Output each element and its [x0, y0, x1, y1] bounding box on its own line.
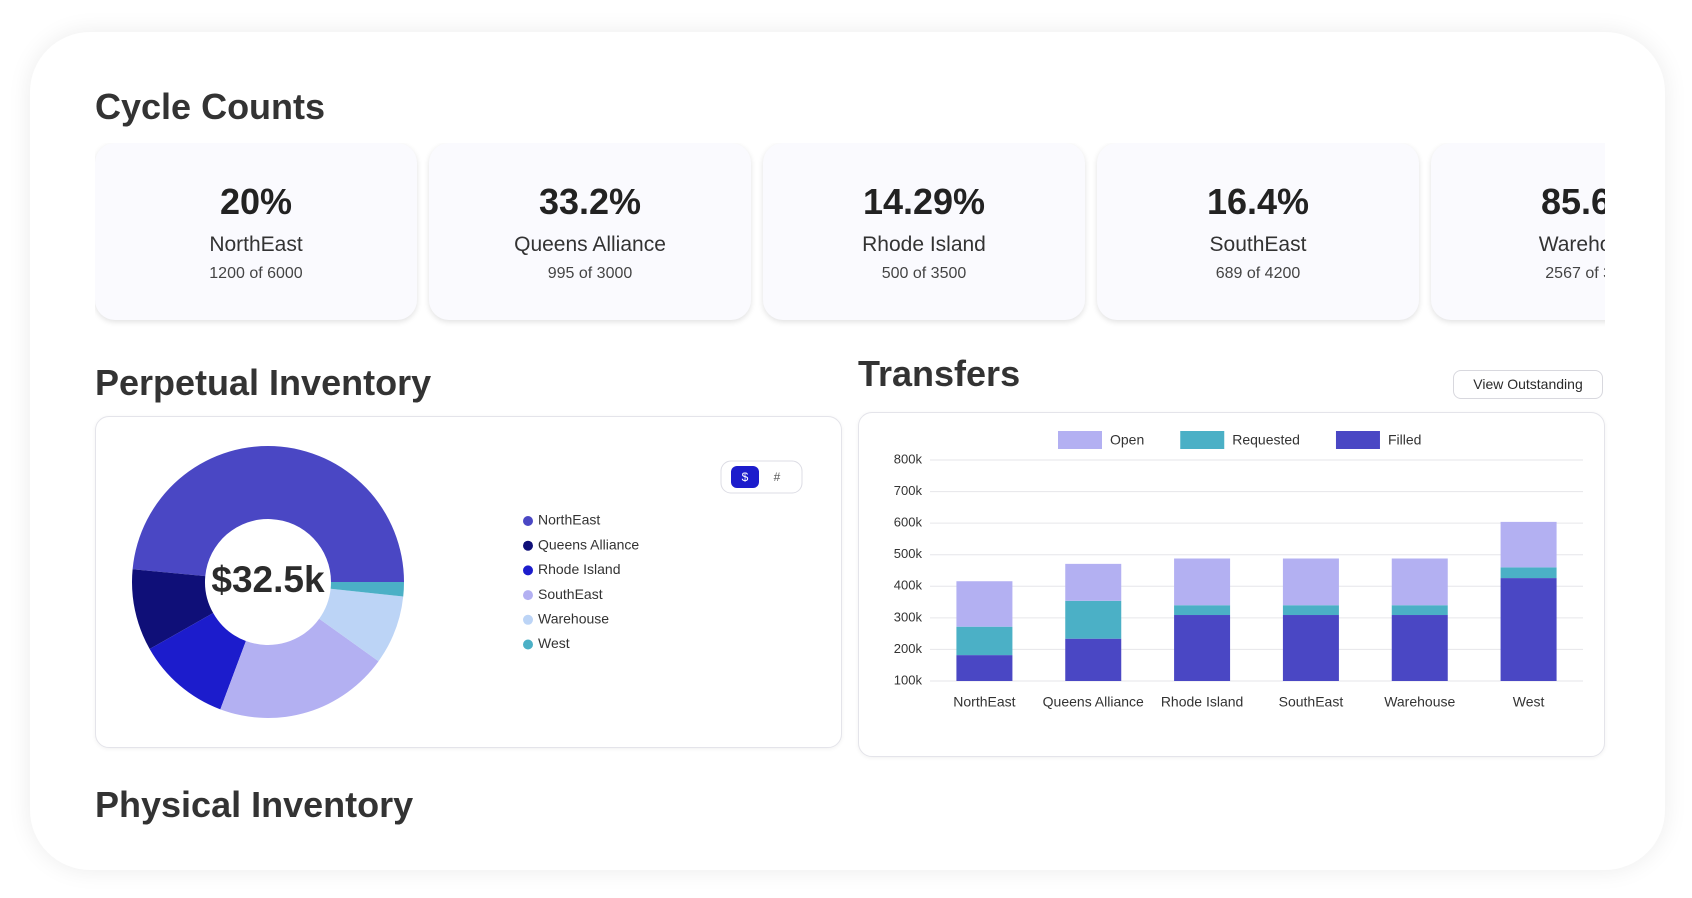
bar-segment	[1391, 605, 1448, 616]
card-value: 14.29%	[862, 181, 986, 222]
card-name: Rhode Island	[862, 233, 986, 256]
bar-segment	[1174, 605, 1231, 616]
count-card: 85.6% Warehouse 2567 of 3000	[1431, 143, 1605, 320]
bar-segment	[1174, 615, 1231, 681]
bar-segment	[1500, 567, 1557, 579]
card-value: 33.2%	[538, 181, 642, 222]
card-value: 20%	[219, 181, 293, 222]
card-name: NorthEast	[209, 233, 303, 256]
pie-slice	[132, 569, 214, 650]
toggle-option: $	[742, 470, 749, 484]
card-detail: 995 of 3000	[547, 265, 633, 282]
legend-swatch	[1180, 431, 1225, 449]
count-card: 20% NorthEast 1200 of 6000	[95, 143, 417, 320]
legend-swatch	[523, 516, 533, 526]
card-detail: 500 of 3500	[881, 265, 967, 282]
legend-label: Queens Alliance	[538, 536, 639, 552]
section-title: Transfers	[858, 353, 1021, 394]
bar-segment	[1500, 578, 1557, 681]
bar-segment	[1391, 615, 1448, 681]
legend-swatch	[523, 614, 533, 625]
card-value: 85.6%	[1540, 181, 1605, 222]
y-tick-label: 300k	[894, 609, 923, 624]
count-card: 16.4% SouthEast 689 of 4200	[1097, 143, 1419, 320]
x-tick-label: Warehouse	[1384, 694, 1455, 710]
bar-segment	[1391, 558, 1448, 606]
bar-segment	[1282, 605, 1339, 616]
y-tick-label: 600k	[894, 515, 923, 530]
bar-segment	[1282, 615, 1339, 681]
pie-center-label: $32.5k	[211, 559, 325, 600]
legend-swatch	[1335, 431, 1380, 449]
bar-segment	[956, 655, 1013, 681]
legend-swatch	[523, 540, 533, 551]
card-name: Warehouse	[1538, 233, 1605, 256]
legend-label: Open	[1110, 432, 1144, 448]
card-detail: 689 of 4200	[1215, 265, 1301, 282]
card-value: 16.4%	[1206, 181, 1310, 222]
legend-label: Filled	[1388, 432, 1421, 448]
bar-segment	[1174, 558, 1231, 606]
pie-slice	[220, 618, 379, 718]
section-title: Cycle Counts	[95, 86, 326, 127]
x-tick-label: Queens Alliance	[1043, 694, 1144, 710]
pie-slice	[319, 588, 404, 662]
legend-swatch	[523, 639, 533, 650]
card-detail: 2567 of 3000	[1545, 265, 1605, 282]
count-card: 33.2% Queens Alliance 995 of 3000	[429, 143, 751, 320]
bar-segment	[1065, 638, 1122, 681]
pie-slice	[330, 582, 404, 597]
legend-label: Requested	[1232, 432, 1300, 448]
y-tick-label: 400k	[894, 578, 923, 593]
pie-slice	[132, 446, 404, 582]
bar-segment	[1065, 600, 1122, 639]
x-tick-label: NorthEast	[953, 694, 1015, 710]
y-tick-label: 100k	[894, 672, 923, 687]
legend-label: SouthEast	[538, 586, 603, 602]
bar-segment	[1282, 558, 1339, 606]
bar-segment	[956, 581, 1013, 627]
legend-label: NorthEast	[538, 512, 600, 528]
y-tick-label: 700k	[894, 483, 923, 498]
toggle-option[interactable]: #	[774, 470, 781, 484]
x-tick-label: West	[1513, 694, 1545, 710]
y-tick-label: 200k	[894, 641, 923, 656]
card-detail: 1200 of 6000	[209, 265, 303, 282]
legend-swatch	[523, 590, 533, 601]
legend-swatch	[523, 565, 533, 576]
bar-segment	[1500, 521, 1557, 568]
y-tick-label: 500k	[894, 546, 923, 561]
bar-segment	[1065, 563, 1122, 601]
toggle-active	[731, 466, 759, 488]
legend-label: Rhode Island	[538, 561, 621, 577]
bars	[956, 521, 1557, 681]
view-outstanding-button[interactable]: View Outstanding	[1453, 370, 1603, 399]
legend-label: West	[538, 635, 570, 651]
legend-swatch	[1058, 431, 1102, 449]
card-name: Queens Alliance	[514, 233, 666, 256]
bar-segment	[956, 626, 1013, 656]
section-title: Perpetual Inventory	[95, 362, 432, 403]
legend-label: Warehouse	[538, 611, 609, 627]
count-card: 14.29% Rhode Island 500 of 3500	[763, 143, 1085, 320]
x-tick-label: Rhode Island	[1161, 694, 1244, 710]
pie-slice	[149, 613, 246, 710]
y-tick-label: 800k	[894, 451, 923, 466]
section-title: Physical Inventory	[95, 784, 414, 825]
card-row: 20% NorthEast 1200 of 6000 33.2% Queens Alli…	[95, 143, 1605, 328]
card-name: SouthEast	[1209, 233, 1307, 256]
x-tick-label: SouthEast	[1279, 694, 1344, 710]
